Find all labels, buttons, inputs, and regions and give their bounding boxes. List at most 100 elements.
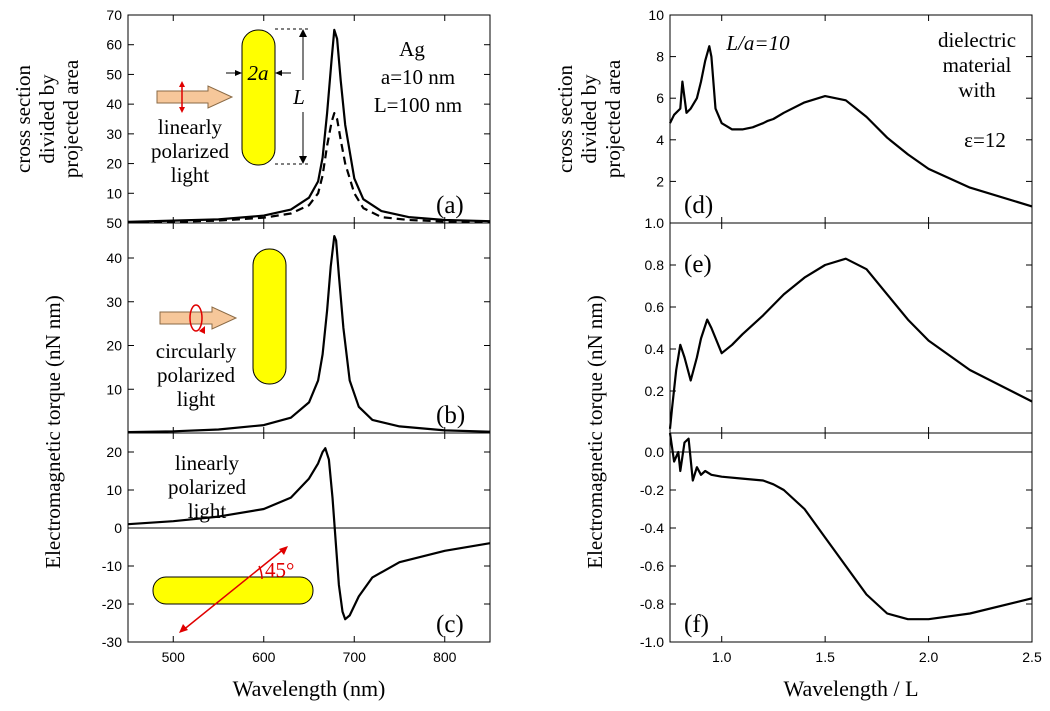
panel-f-frame	[669, 432, 1033, 643]
panel-label-e: (e)	[684, 251, 712, 278]
panel-a-ytick-label: 30	[106, 126, 122, 142]
right-y-label-top-line2: divided by	[577, 74, 601, 164]
panel-a-L-label: L	[292, 85, 305, 109]
panel-e-ytick-label: 1.0	[645, 215, 665, 231]
panel-a-light-line1: linearly	[158, 115, 223, 139]
panel-a-ytick-label: 50	[106, 66, 122, 82]
panel-c-light-line1: linearly	[175, 451, 240, 475]
left-y-label-top-line2: divided by	[35, 74, 59, 164]
panel-e-ytick-label: 0.2	[645, 383, 665, 399]
panel-a-dim-2a-arrowhead-right	[275, 70, 282, 76]
panel-c-ytick-label: 0	[114, 520, 122, 536]
panel-e-ytick-label: 0.4	[645, 341, 665, 357]
right-x-axis-label: Wavelength / L	[783, 676, 918, 701]
left-y-label-top-line3: projected area	[59, 59, 83, 178]
panel-c-ytick-label: 20	[106, 444, 122, 460]
panel-a-polarization-arrowhead-up	[179, 81, 185, 87]
panel-c-ytick-label: -20	[102, 596, 122, 612]
panel-c-arrowhead-high	[279, 546, 288, 555]
panel-f-xtick-label: 1.5	[815, 649, 835, 665]
panel-a-ytick-label: 20	[106, 156, 122, 172]
panel-b-ytick-label: 20	[106, 338, 122, 354]
panel-c-series-solid	[127, 447, 491, 621]
left-y-label-top-line1: cross section	[11, 65, 35, 173]
panel-f-xtick-label: 1.0	[712, 649, 732, 665]
panel-a-dim-arrowhead-up	[299, 29, 307, 37]
panel-a-series-dashed	[127, 111, 491, 224]
panel-c-xtick-label: 600	[252, 649, 276, 665]
left-y-label-bottom: Electromagnetic torque (nN nm)	[41, 295, 65, 568]
panel-c-ytick-label: -10	[102, 558, 122, 574]
panel-a-series-solid	[127, 28, 491, 223]
panel-c-light-line3: light	[188, 499, 227, 523]
panel-b-ytick-label: 10	[106, 381, 122, 397]
panel-d-ytick-label: 6	[656, 90, 664, 106]
right-y-label-top-line1: cross section	[553, 65, 577, 173]
panel-e-ytick-label: 0.6	[645, 299, 665, 315]
ticks-layer: 50 10 20 30 40 50 60 70 10 20 30 40 -30 -20 -10 0 10 20 50…	[102, 7, 1042, 665]
panel-b-light-arrow	[159, 306, 238, 330]
panel-c-ytick-label: -30	[102, 634, 122, 650]
panel-d-permittivity: ε=12	[964, 128, 1006, 152]
panel-a-rod-vertical	[241, 29, 276, 166]
panel-d-ytick-label: 10	[648, 7, 664, 23]
panel-b-series-solid	[127, 235, 491, 434]
panel-e-series-solid	[668, 257, 1033, 429]
panel-f-ytick-label: 0.0	[645, 444, 665, 460]
panel-f-ytick-label: -0.6	[640, 558, 664, 574]
panel-e-ytick-label: 0.8	[645, 257, 665, 273]
panel-label-b: (b)	[436, 402, 465, 429]
panel-f-xtick-label: 2.5	[1022, 649, 1042, 665]
panel-label-f: (f)	[684, 611, 709, 638]
panel-b-ytick-label: 40	[106, 250, 122, 266]
panel-c-angle-label: 45°	[265, 558, 294, 582]
panel-label-d: (d)	[684, 192, 713, 219]
panel-a-radius: a=10 nm	[381, 65, 455, 89]
panel-b-ytick-label: 30	[106, 294, 122, 310]
panel-d-series-solid	[669, 45, 1033, 208]
curves-layer	[127, 28, 1033, 621]
panel-f-ytick-label: -0.8	[640, 596, 664, 612]
panel-a-2a-label: 2a	[248, 61, 269, 85]
panel-c-ytick-label: 10	[106, 482, 122, 498]
panel-a-ytick-label: 10	[106, 185, 122, 201]
panel-c-xtick-label: 700	[343, 649, 367, 665]
panel-label-a: (a)	[436, 192, 464, 219]
panel-b-light-line1: circularly	[156, 339, 237, 363]
panel-c-frame	[127, 432, 491, 643]
right-y-label-top: cross section divided by projected area	[553, 59, 625, 178]
panel-b-circular-polarization	[189, 304, 203, 332]
panel-a-polarization-arrowhead-down	[179, 107, 185, 113]
panel-a-material: Ag	[399, 37, 425, 61]
panel-f-ytick-label: -1.0	[640, 634, 664, 650]
right-y-label-top-line3: projected area	[601, 59, 625, 178]
panel-f-series-solid	[668, 432, 1033, 621]
panel-c-arrowhead-low	[179, 624, 188, 633]
panel-d-ratio: L/a=10	[725, 31, 790, 55]
panel-c-light-line2: polarized	[168, 475, 247, 499]
panel-f-ytick-label: -0.2	[640, 482, 664, 498]
panel-d-ytick-label: 2	[656, 173, 664, 189]
panel-a-ytick-label: 50	[106, 215, 122, 231]
panel-a-ytick-label: 40	[106, 96, 122, 112]
panel-e-frame	[669, 222, 1033, 434]
panel-c-xtick-label: 500	[162, 649, 186, 665]
panel-b-light-line2: polarized	[157, 363, 236, 387]
panel-c-xtick-label: 800	[433, 649, 457, 665]
panel-a-light-line3: light	[171, 163, 210, 187]
panel-b-circular-arrowhead	[199, 326, 205, 334]
panel-a-length: L=100 nm	[374, 93, 462, 117]
right-y-label-bottom: Electromagnetic torque (nN nm)	[583, 295, 607, 568]
panel-f-ytick-label: -0.4	[640, 520, 664, 536]
left-y-label-top: cross section divided by projected area	[11, 59, 83, 178]
panel-label-c: (c)	[436, 611, 464, 638]
panel-a-dim-2a-arrowhead-left	[235, 70, 242, 76]
panel-f-xtick-label: 2.0	[919, 649, 939, 665]
panel-d-ytick-label: 4	[656, 132, 664, 148]
panel-d-ytick-label: 8	[656, 49, 664, 65]
panel-d-material-line1: dielectric	[938, 28, 1016, 52]
panel-a-light-line2: polarized	[151, 139, 230, 163]
panel-d-material-line3: with	[958, 78, 996, 102]
panel-a-ytick-label: 60	[106, 37, 122, 53]
panel-b-rod-vertical	[252, 248, 287, 385]
